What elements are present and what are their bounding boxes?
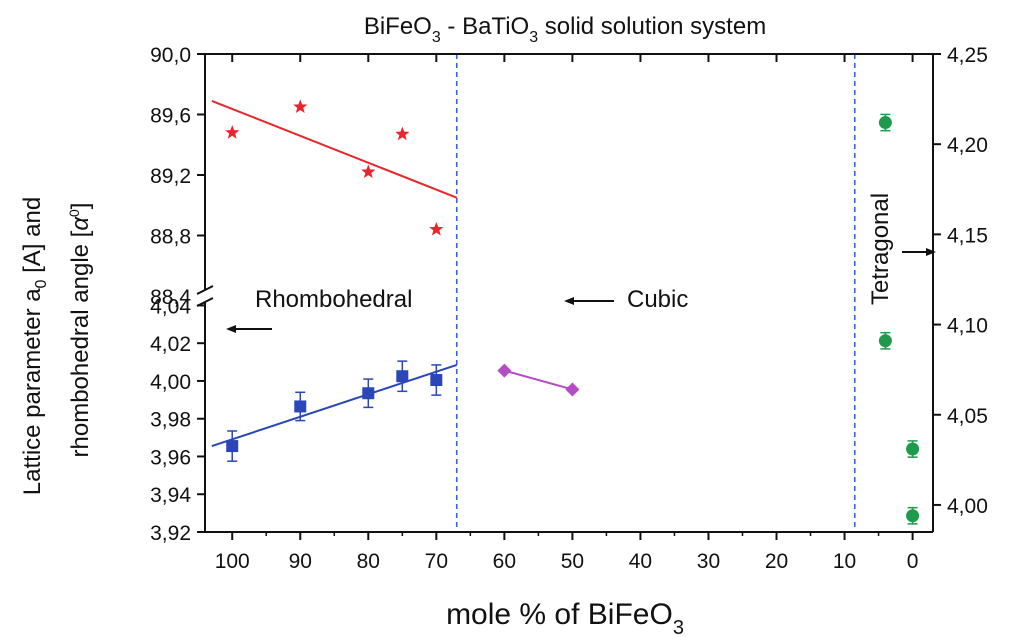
chart-title: BiFeO3 - BaTiO3 solid solution system <box>364 13 766 46</box>
arrow-tetragonal-to-right-axis <box>902 248 936 256</box>
data-point-star <box>225 125 240 139</box>
y-right-tick-label: 4,05 <box>947 405 988 428</box>
data-point-circle <box>906 442 920 456</box>
axes <box>196 53 941 540</box>
data-point-star <box>293 99 308 114</box>
y-right-tick-label: 4,25 <box>947 44 988 67</box>
x-tick-label: 100 <box>215 550 250 573</box>
arrow-cubic-to-left <box>564 297 614 305</box>
data-points <box>225 99 920 525</box>
y-upper-tick-label: 89,6 <box>150 105 191 128</box>
data-point-diamond <box>497 363 512 378</box>
fit-line <box>211 99 458 199</box>
cubic-label: Cubic <box>627 286 688 313</box>
y-lower-tick-label: 3,96 <box>150 446 191 469</box>
x-tick-label: 20 <box>765 550 788 573</box>
series-line <box>504 369 573 391</box>
data-point-square <box>362 387 375 400</box>
x-tick-label: 50 <box>561 550 584 573</box>
data-point-circle <box>878 116 892 130</box>
data-point-square <box>294 400 307 413</box>
x-axis-label: mole % of BiFeO3 <box>446 598 684 637</box>
y-axis-label-line1: Lattice parameter a0 [A] and <box>19 197 50 495</box>
x-tick-label: 70 <box>425 550 448 573</box>
y-upper-tick-label: 89,2 <box>150 165 191 188</box>
data-point-star <box>395 126 410 141</box>
x-tick-label: 90 <box>289 550 312 573</box>
y-lower-tick-label: 3,98 <box>150 409 191 432</box>
data-point-circle <box>878 334 892 348</box>
data-point-square <box>430 374 443 387</box>
y-lower-tick-label: 4,04 <box>150 295 191 318</box>
data-point-diamond <box>565 382 580 397</box>
x-tick-label: 80 <box>357 550 380 573</box>
y-upper-tick-label: 88,8 <box>150 226 191 249</box>
y-right-tick-label: 4,00 <box>947 495 988 518</box>
axis-break-mark <box>196 285 214 295</box>
y-lower-tick-label: 3,92 <box>150 522 191 545</box>
y-upper-tick-label: 88,4 <box>150 286 191 309</box>
rhombohedral-label: Rhombohedral <box>255 286 412 313</box>
data-point-star <box>429 221 444 236</box>
y-axis-label-line2: rhombohedral angle [α0] <box>66 203 94 458</box>
x-tick-label: 30 <box>697 550 720 573</box>
fit-line <box>211 363 458 448</box>
y-right-tick-label: 4,10 <box>947 315 988 338</box>
y-lower-tick-label: 3,94 <box>150 484 191 507</box>
x-tick-label: 40 <box>629 550 652 573</box>
data-point-square <box>226 440 239 453</box>
y-right-tick-label: 4,15 <box>947 224 988 247</box>
data-point-square <box>396 370 409 383</box>
y-lower-tick-label: 4,02 <box>150 333 191 356</box>
x-tick-label: 60 <box>493 550 516 573</box>
fit-lines <box>211 99 573 448</box>
x-tick-label: 0 <box>907 550 919 573</box>
phase-boundaries <box>455 54 856 532</box>
y-upper-tick-label: 90,0 <box>150 44 191 67</box>
y-lower-tick-label: 4,00 <box>150 371 191 394</box>
data-point-circle <box>906 509 920 523</box>
tick-labels: 100 90 80 70 60 50 40 30 20 10 088,488,889,289,690… <box>150 44 988 573</box>
x-tick-label: 10 <box>833 550 856 573</box>
data-point-star <box>361 164 376 179</box>
y-right-tick-label: 4,20 <box>947 134 988 157</box>
tetragonal-label: Tetragonal <box>867 193 894 305</box>
arrow-rhombohedral-to-left-axis <box>226 325 272 333</box>
